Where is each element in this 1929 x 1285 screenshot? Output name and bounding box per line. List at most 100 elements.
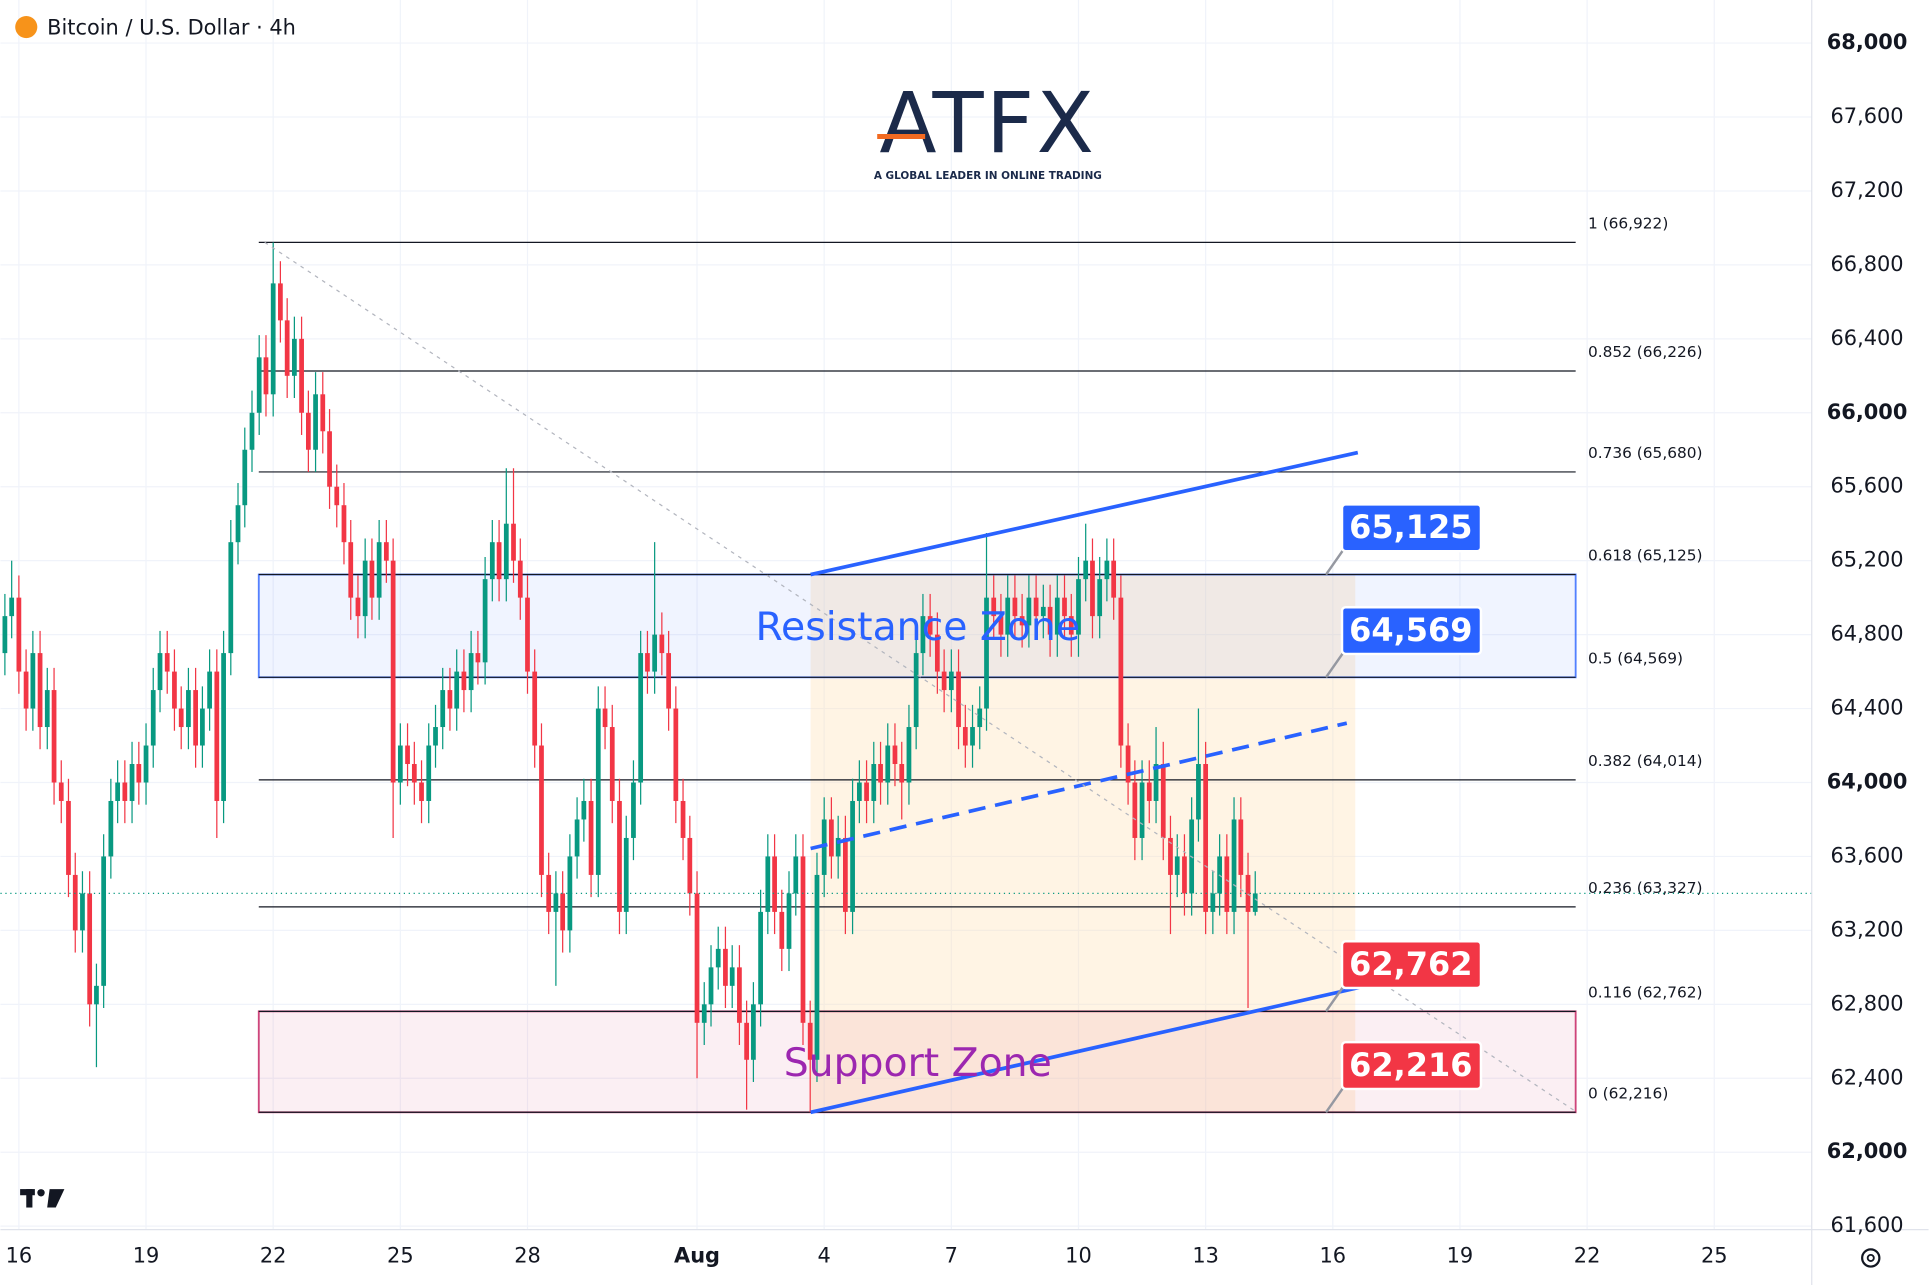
y-tick-label: 62,000: [1827, 1139, 1908, 1163]
settings-gear-center[interactable]: [1866, 1253, 1875, 1262]
candle-body: [94, 985, 99, 1005]
candle-body: [977, 708, 983, 728]
candle-body: [694, 893, 700, 1023]
y-tick-label: 64,000: [1827, 769, 1908, 793]
candle-body: [1224, 856, 1230, 912]
candle-body: [66, 800, 71, 875]
candle-body: [468, 653, 474, 691]
candle-body: [652, 634, 658, 672]
price-label-pointer: [1325, 652, 1345, 679]
candle-body: [37, 653, 43, 728]
candle-body: [1238, 819, 1244, 875]
trend-line: [810, 985, 1360, 1115]
y-tick-label: 62,800: [1831, 991, 1904, 1015]
candle-body: [546, 874, 552, 912]
settings-icon[interactable]: [1861, 1248, 1881, 1268]
candle-body: [941, 671, 947, 691]
candle-body: [496, 542, 502, 580]
fib-label: 0.5 (64,569): [1588, 649, 1683, 667]
candle-body: [214, 671, 220, 801]
candle-body: [532, 671, 538, 746]
candle-body: [1118, 597, 1124, 746]
candle-body: [341, 505, 347, 543]
candle-body: [320, 394, 326, 432]
price-label: 64,569: [1349, 611, 1472, 649]
candle-body: [1153, 764, 1159, 801]
candle-body: [835, 837, 841, 857]
candle-body: [426, 745, 432, 801]
candle-body: [454, 671, 460, 709]
x-tick-label: 10: [1065, 1244, 1092, 1268]
candle-body: [249, 412, 255, 450]
candle-body: [143, 745, 149, 783]
candle-body: [525, 597, 530, 672]
candle-body: [313, 394, 318, 450]
candle-body: [1083, 560, 1089, 580]
tradingview-logo: [20, 1189, 65, 1208]
candle-body: [638, 653, 644, 783]
zone-label: Resistance Zone: [755, 604, 1080, 650]
candle-body: [115, 782, 121, 801]
tv-logo-part: [47, 1189, 65, 1208]
candle-body: [814, 874, 820, 1060]
fib-label: 0.852 (66,226): [1588, 343, 1703, 361]
candle-body: [440, 690, 446, 728]
y-tick-label: 64,400: [1831, 696, 1904, 720]
candle-body: [200, 708, 205, 746]
y-tick-label: 67,600: [1831, 104, 1904, 128]
candle-body: [878, 764, 883, 783]
x-tick-label: 7: [945, 1244, 958, 1268]
candle-body: [1068, 616, 1074, 635]
candle-body: [553, 893, 559, 912]
candle-body: [511, 523, 516, 561]
candle-body: [729, 967, 735, 986]
candle-body: [157, 653, 163, 691]
price-label-box: [1340, 605, 1483, 656]
candle-body: [9, 597, 15, 617]
candle-body: [44, 690, 50, 728]
fib-label: 1 (66,922): [1588, 214, 1668, 232]
candle-body: [270, 283, 276, 395]
candle-body: [779, 911, 785, 949]
candle-body: [744, 1022, 749, 1060]
candle-body: [16, 597, 22, 672]
candle-body: [1139, 782, 1145, 838]
candle-body: [623, 837, 629, 912]
price-label-pointer: [1325, 1086, 1345, 1113]
y-tick-label: 65,200: [1831, 548, 1904, 572]
y-tick-label: 63,200: [1831, 917, 1904, 941]
x-tick-label: 4: [818, 1244, 831, 1268]
y-tick-label: 63,600: [1831, 843, 1904, 867]
logo: ATFX A GLOBAL LEADER IN ONLINE TRADING: [874, 74, 1102, 182]
settings-gear[interactable]: [1861, 1248, 1881, 1268]
candle-body: [800, 856, 806, 1023]
candle-body: [80, 893, 85, 931]
candle-body: [948, 671, 954, 691]
tv-logo-part: [37, 1189, 45, 1197]
candle-body: [390, 560, 396, 783]
price-label-pointer: [1325, 986, 1345, 1013]
candle-body: [1062, 597, 1067, 617]
trend-line: [810, 721, 1348, 851]
candle-body: [263, 357, 269, 395]
candle-body: [581, 800, 587, 820]
candle-body: [228, 542, 234, 654]
candle-body: [609, 727, 615, 801]
candle-body: [666, 653, 672, 709]
candle-body: [871, 764, 877, 801]
candle-body: [369, 560, 375, 598]
candle-body: [956, 671, 961, 728]
candle-body: [1168, 837, 1173, 875]
candle-body: [927, 616, 933, 635]
candle-body: [517, 560, 523, 598]
candle-body: [864, 782, 869, 801]
candle-body: [539, 745, 544, 875]
candle-body: [998, 616, 1004, 635]
candle-body: [843, 837, 848, 912]
candle-body: [588, 800, 594, 875]
candle-body: [892, 745, 898, 765]
candle-body: [765, 856, 771, 912]
candle-body: [136, 764, 142, 783]
